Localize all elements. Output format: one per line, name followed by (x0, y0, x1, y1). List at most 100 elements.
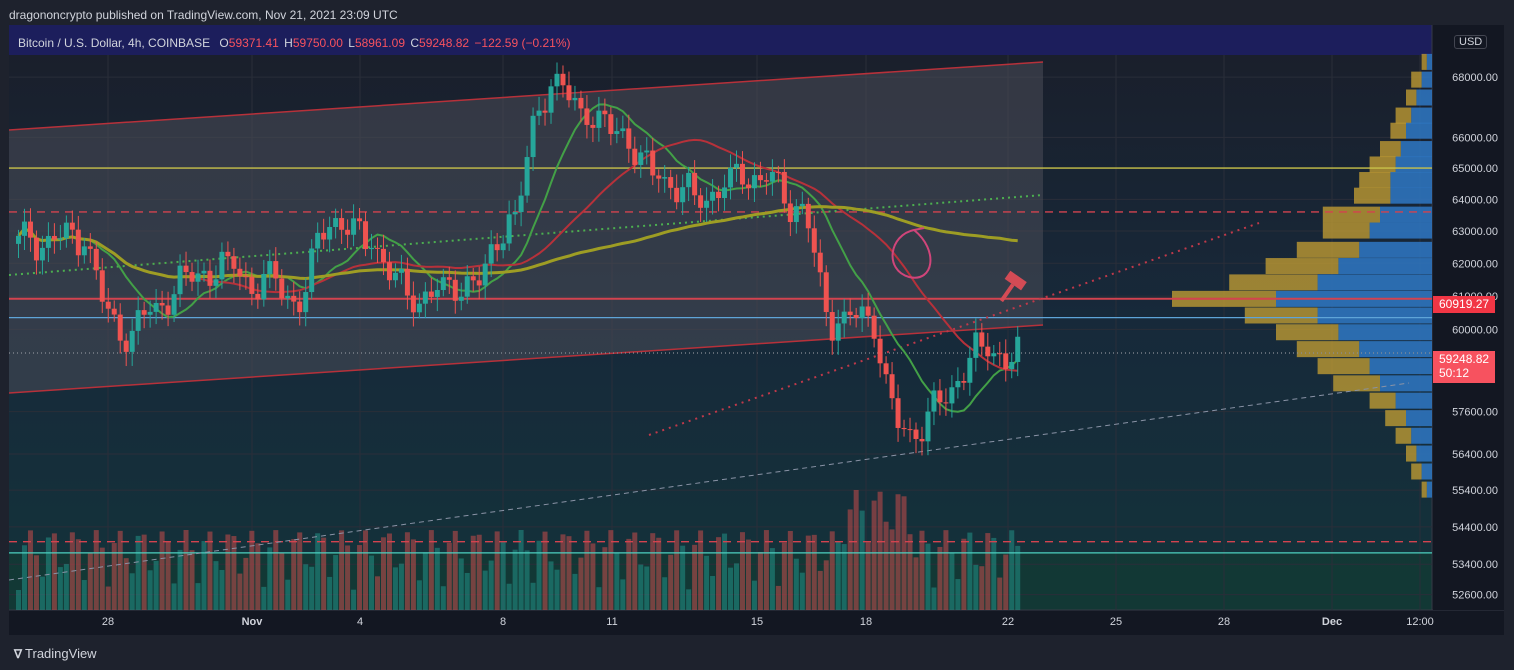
volume-bar (853, 490, 859, 610)
candle (291, 281, 297, 316)
candle (27, 208, 33, 252)
volume-bar (207, 531, 213, 610)
candle (273, 247, 279, 291)
volume-bar (183, 530, 189, 610)
volume-bar (386, 533, 392, 610)
candle (805, 197, 811, 243)
time-axis: 28 Nov 4 8 11 15 18 22 25 28 Dec 12:00 (102, 616, 1434, 628)
volume-bar (123, 558, 129, 610)
volume-bar (494, 531, 500, 610)
candle (303, 278, 309, 327)
candle (638, 145, 644, 178)
volume-bar (57, 567, 63, 610)
candle (482, 254, 488, 300)
price-tick-label: 60000.00 (1452, 324, 1498, 336)
candle (201, 262, 207, 282)
open-label: O (219, 36, 229, 50)
candle (404, 257, 410, 310)
chart-frame[interactable]: 68000.00 66000.00 65000.00 64000.00 63000.00… (9, 25, 1504, 635)
candle (195, 259, 201, 296)
symbol-description[interactable]: Bitcoin / U.S. Dollar, 4h, COINBASE (18, 36, 211, 50)
tradingview-wordmark[interactable]: TradingView (25, 646, 97, 661)
volume-bar (33, 555, 39, 610)
candle (961, 372, 967, 391)
volume-bar (398, 563, 404, 610)
candle (446, 266, 452, 294)
volume-bar (967, 532, 973, 610)
volume-bar (751, 580, 757, 610)
volume-bar (632, 532, 638, 610)
candle (51, 223, 57, 254)
candle (584, 95, 590, 139)
volume-bar (249, 530, 255, 610)
circle-annotation (891, 227, 932, 279)
volume-bar (524, 550, 530, 610)
volume-bar (811, 534, 817, 610)
moving-averages (17, 103, 1019, 413)
candle (847, 298, 853, 326)
candle (458, 282, 464, 311)
candle (464, 265, 470, 304)
time-tick-label: 8 (500, 616, 506, 628)
candle (416, 293, 422, 319)
candle (979, 323, 985, 356)
volume-bar (153, 560, 159, 610)
candle (967, 346, 973, 396)
volume-bar (883, 521, 889, 610)
candle (907, 417, 913, 443)
volume-bar (512, 549, 518, 610)
candle (1003, 339, 1009, 382)
volume-bar (1003, 554, 1009, 610)
volume-bar (596, 587, 602, 610)
candle (704, 187, 710, 222)
volume-bar (177, 549, 183, 610)
volume-bar (458, 558, 464, 610)
price-axis: 68000.00 66000.00 65000.00 64000.00 63000.00… (1433, 25, 1504, 610)
candle (375, 237, 380, 264)
candle (69, 210, 75, 244)
low-label: L (348, 36, 355, 50)
hammer-icon (999, 270, 1027, 303)
volume-bar (949, 553, 955, 610)
volume-bar (889, 529, 895, 610)
candle (309, 239, 315, 300)
candle (219, 242, 225, 289)
volume-bar (799, 572, 805, 610)
candles (16, 62, 1021, 456)
volume-bar (255, 543, 261, 610)
volume-bar (291, 539, 297, 610)
candle (183, 251, 189, 286)
candle (141, 301, 147, 329)
candle (889, 362, 895, 410)
candle (835, 309, 841, 355)
candle (991, 345, 997, 365)
candle (739, 151, 745, 194)
candle (716, 185, 722, 212)
time-tick-label: 11 (606, 616, 617, 628)
volume-bar (189, 550, 195, 610)
volume-bar (422, 552, 428, 610)
volume-bar (943, 530, 949, 610)
volume-bar (446, 542, 452, 610)
currency-button[interactable]: USD (1454, 35, 1488, 49)
candle (853, 307, 859, 328)
volume-bar (775, 585, 781, 610)
volume-bar (913, 557, 919, 610)
candle (398, 254, 404, 285)
candle (985, 332, 991, 371)
volume-bar (99, 547, 105, 610)
volume-bar (117, 530, 123, 610)
volume-bar (817, 570, 823, 610)
volume-bar (482, 570, 488, 610)
candle (369, 233, 375, 260)
candle (608, 106, 614, 146)
volume-bar (614, 553, 620, 610)
candle (871, 307, 877, 348)
price-chart[interactable]: 68000.00 66000.00 65000.00 64000.00 63000.00… (9, 25, 1504, 635)
volume-bar (680, 545, 686, 610)
candle (243, 262, 249, 290)
candle (440, 268, 446, 297)
volume-bar (63, 563, 69, 610)
candle (434, 278, 440, 312)
candle (207, 259, 213, 299)
